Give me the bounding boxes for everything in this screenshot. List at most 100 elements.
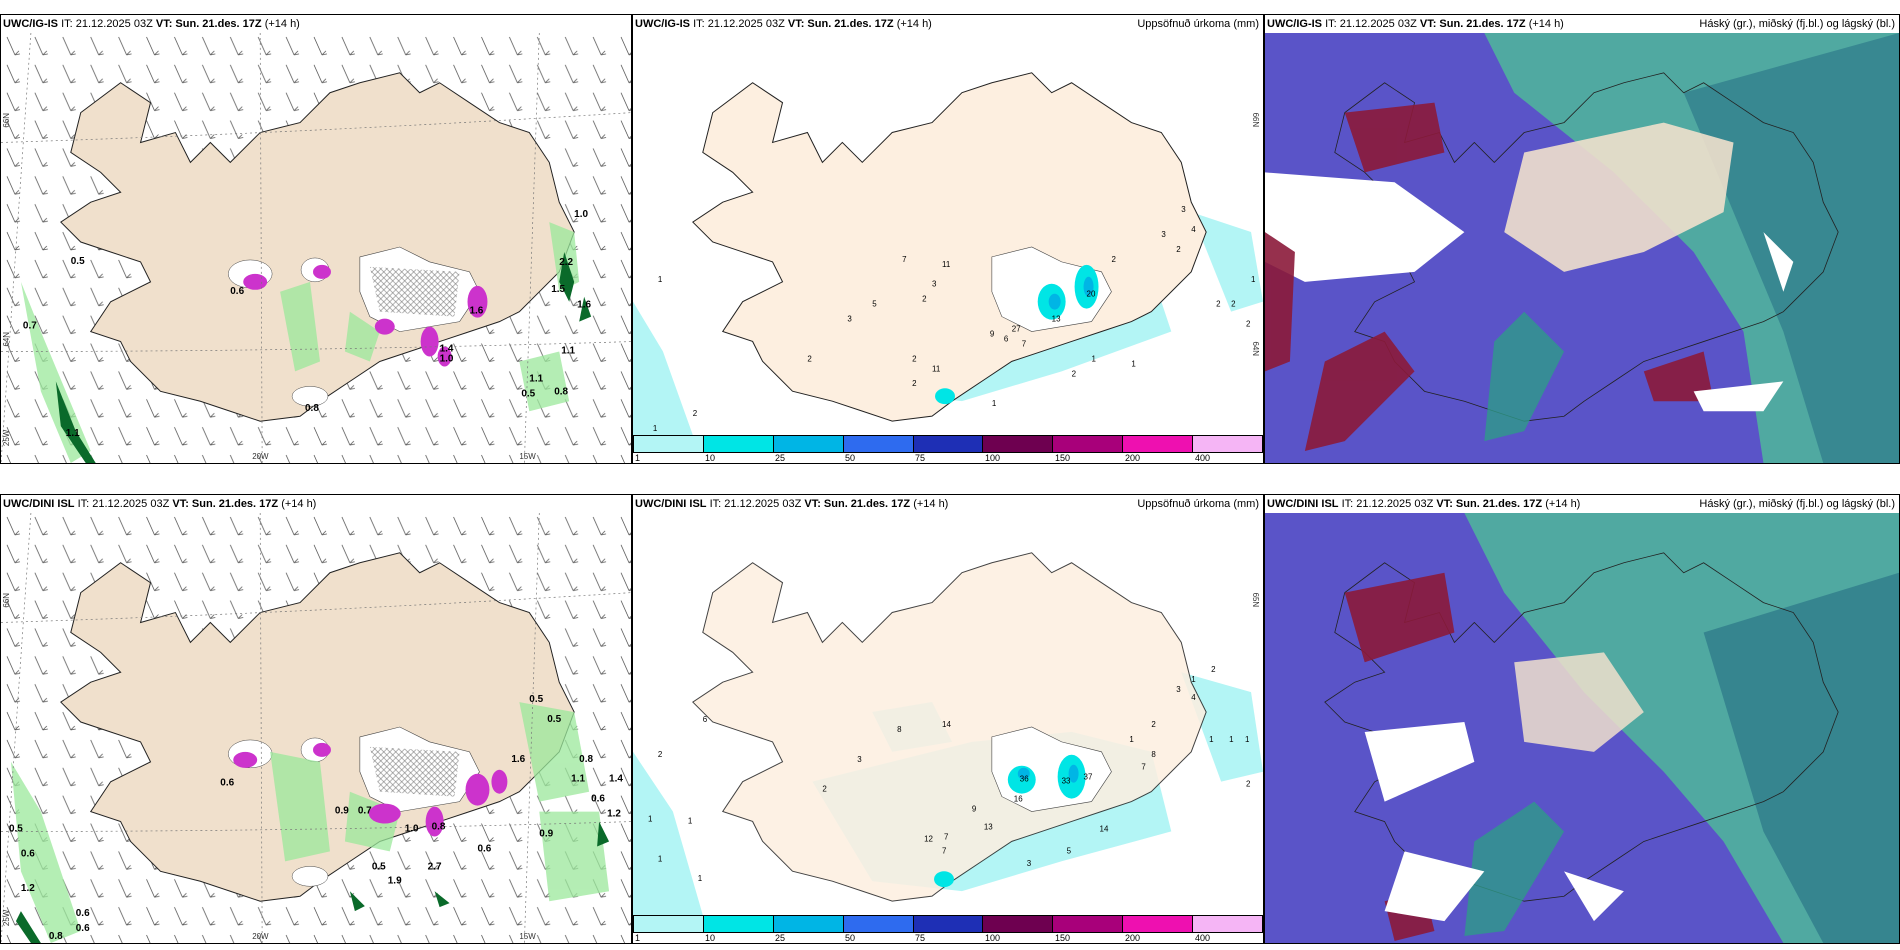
- wind-value: 1.6: [511, 754, 525, 765]
- model-name: UWC/IG-IS: [3, 18, 58, 30]
- wind-value: 0.5: [9, 824, 23, 835]
- wind-value: 0.9: [335, 806, 349, 817]
- wind-value: 0.6: [21, 848, 35, 859]
- issue-time: IT: 21.12.2025 03Z: [1341, 498, 1434, 510]
- wind-value: 1.6: [577, 300, 591, 311]
- wind-values: 0.6 0.5 0.6 1.2 0.6 0.8 0.9 0.7 0.5 1.9 …: [9, 694, 623, 942]
- rain-value: 2: [1072, 369, 1077, 378]
- legend-label: 200: [1125, 933, 1141, 943]
- rain-value: 2: [1111, 255, 1116, 264]
- legend-label: 1: [635, 933, 641, 943]
- legend-labels: 1 10 25 50 75 100 150 200 400: [633, 453, 1263, 463]
- wind-value: 1.9: [388, 875, 402, 886]
- cloud-map[interactable]: [1265, 513, 1899, 943]
- legend-swatch: [1053, 916, 1124, 932]
- legend-swatch: [773, 916, 844, 932]
- clear-sky-land: [1514, 652, 1644, 752]
- rain-value: 13: [984, 822, 993, 831]
- wind-value: 1.1: [529, 373, 543, 384]
- rain-value: 1: [1129, 735, 1134, 744]
- high-cloud-teal: [1703, 572, 1899, 943]
- legend-label: 400: [1194, 453, 1211, 463]
- rain-value: 33: [1062, 777, 1071, 786]
- rain-value: 8: [897, 725, 902, 734]
- legend-label: 1: [635, 453, 641, 463]
- legend-swatch: [843, 436, 914, 452]
- wind-value: 0.5: [71, 256, 85, 267]
- legend-label: 10: [704, 933, 715, 943]
- legend-swatch: [913, 436, 984, 452]
- wind-map-svg: 66N 25W 20W 15W 0.6 0.5 0.6 1.2 0.6 0.8 …: [1, 513, 631, 943]
- rain-value: 1: [698, 874, 703, 883]
- model-name: UWC/IG-IS: [635, 18, 690, 30]
- glacier-hatch: [369, 266, 460, 317]
- wind-value: 1.6: [470, 306, 484, 317]
- rain-value: 7: [944, 832, 949, 841]
- rain-value: 7: [942, 846, 947, 855]
- precip-map[interactable]: 6 2 1 1 1 1 8 3 2 14 9 16 13 12 7 7 36 3…: [633, 513, 1263, 915]
- green-areas: [10, 702, 610, 943]
- magenta-cells: [233, 742, 508, 837]
- clear-sky-land: [1504, 122, 1734, 272]
- precip-panel-bottom: UWC/DINI ISL IT: 21.12.2025 03Z VT: Sun.…: [632, 494, 1264, 944]
- rain-value: 1: [653, 424, 658, 433]
- wind-value: 0.6: [76, 923, 90, 934]
- legend-swatch: [634, 916, 704, 932]
- issue-time: IT: 21.12.2025 03Z: [693, 18, 785, 30]
- rain-value: 2: [1176, 245, 1181, 254]
- rain-value: 13: [1052, 315, 1061, 324]
- legend-swatch: [983, 436, 1054, 452]
- rain-value: 1: [658, 854, 663, 863]
- legend-label: 25: [774, 453, 785, 463]
- cloud-band: [1484, 311, 1565, 442]
- legend-label: 25: [774, 933, 785, 943]
- lead-time: (+14 h): [1545, 498, 1581, 510]
- valid-time: VT: Sun. 21.des. 17Z: [172, 498, 279, 510]
- glacier-myrdalsjokull: [291, 866, 329, 887]
- legend-label: 200: [1125, 453, 1141, 463]
- lat-label-66: 65N: [1251, 593, 1260, 608]
- wind-value: 0.8: [554, 386, 568, 397]
- rain-value: 12: [924, 834, 933, 843]
- rain-values: 6 2 1 1 1 1 8 3 2 14 9 16 13 12 7 7 36 3…: [648, 665, 1251, 883]
- wind-value: 0.5: [529, 694, 543, 705]
- panel-title: Uppsöfnuð úrkoma (mm): [1137, 498, 1259, 510]
- rain-value: 1: [648, 814, 653, 823]
- rain-value: 6: [1004, 334, 1009, 343]
- panel-header: UWC/IG-IS IT: 21.12.2025 03Z VT: Sun. 21…: [1265, 15, 1899, 33]
- legend-swatch: [913, 916, 984, 932]
- issue-time: IT: 21.12.2025 03Z: [709, 498, 802, 510]
- lat-label-66: 66N: [2, 593, 11, 608]
- wind-value: 0.6: [76, 908, 90, 919]
- wind-value: 1.0: [440, 353, 454, 364]
- precip-map-svg: 6 2 1 1 1 1 8 3 2 14 9 16 13 12 7 7 36 3…: [633, 552, 1263, 915]
- wind-map-svg: 66N 64N 25W 20W 15W 0.5 0.7 0.6 0.8 1.1 …: [1, 33, 631, 463]
- lat-label-66: 66N: [2, 113, 11, 128]
- precip-legend: 1 10 25 50 75 100 150 200 400: [633, 915, 1263, 943]
- rain-value: 2: [693, 409, 698, 418]
- rain-value: 2: [1211, 665, 1216, 674]
- cloud-band: [1464, 801, 1565, 937]
- cloud-map[interactable]: [1265, 33, 1899, 463]
- rain-value: 37: [1084, 773, 1093, 782]
- rain-value: 6: [703, 715, 708, 724]
- legend-swatch: [703, 436, 774, 452]
- panel-header: UWC/DINI ISL IT: 21.12.2025 03Z VT: Sun.…: [1265, 495, 1899, 513]
- iceland-land: [692, 552, 1207, 902]
- panel-header: UWC/DINI ISL IT: 21.12.2025 03Z VT: Sun.…: [633, 495, 1263, 513]
- dark-green-streaks: [15, 821, 610, 943]
- wind-map[interactable]: 66N 64N 25W 20W 15W 0.5 0.7 0.6 0.8 1.1 …: [1, 33, 631, 463]
- glacier-myrdalsjokull: [291, 386, 329, 407]
- rain-value: 2: [807, 354, 812, 363]
- issue-time: IT: 21.12.2025 03Z: [77, 498, 170, 510]
- rain-value: 1: [1251, 275, 1256, 284]
- wind-value: 1.5: [551, 284, 565, 295]
- lead-time: (+14 h): [913, 498, 949, 510]
- rain-value: 2: [1216, 300, 1221, 309]
- lon-label-25: 25W: [2, 909, 11, 926]
- rain-value: 1: [1229, 735, 1234, 744]
- precip-map[interactable]: 2 1 3 5 7 11 3 2 9 27 6 7 2 11 2 13 20 1…: [633, 33, 1263, 435]
- wind-value: 0.7: [23, 321, 37, 332]
- issue-time: IT: 21.12.2025 03Z: [61, 18, 153, 30]
- wind-map[interactable]: 66N 25W 20W 15W 0.6 0.5 0.6 1.2 0.6 0.8 …: [1, 513, 631, 943]
